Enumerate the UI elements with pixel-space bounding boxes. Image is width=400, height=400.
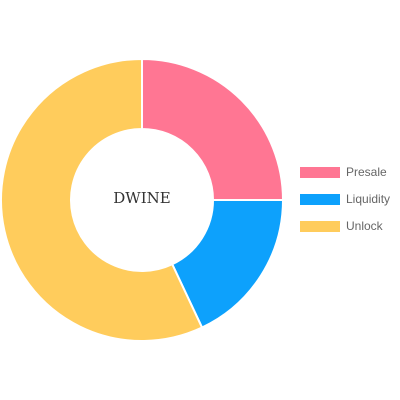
- legend-swatch-presale: [300, 166, 340, 178]
- legend-swatch-liquidity: [300, 193, 340, 205]
- chart-legend: Presale Liquidity Unlock: [300, 164, 400, 245]
- slice-presale[interactable]: [141, 57, 285, 201]
- legend-label-liquidity: Liquidity: [346, 192, 391, 206]
- slice-unlock[interactable]: [0, 57, 204, 342]
- center-label: DWINE: [113, 189, 171, 207]
- legend-item-liquidity[interactable]: Liquidity: [300, 191, 400, 207]
- legend-label-presale: Presale: [346, 165, 387, 179]
- legend-item-presale[interactable]: Presale: [300, 164, 400, 180]
- legend-item-unlock[interactable]: Unlock: [300, 218, 400, 234]
- legend-label-unlock: Unlock: [346, 219, 383, 233]
- slice-liquidity[interactable]: [170, 199, 285, 329]
- legend-swatch-unlock: [300, 220, 340, 232]
